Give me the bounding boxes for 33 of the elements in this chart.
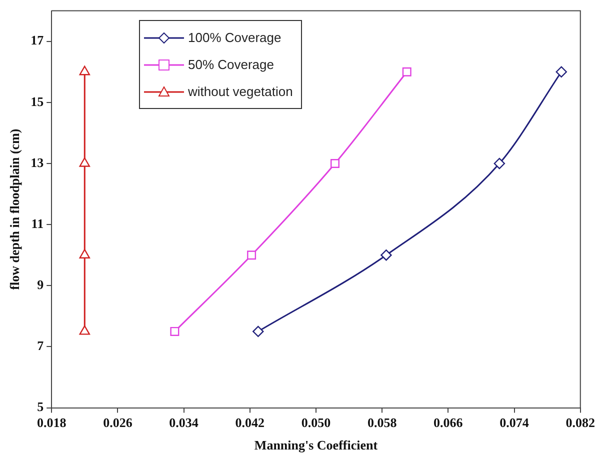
point: [380, 250, 392, 261]
point: [330, 159, 340, 168]
y-tick-label: 9: [37, 277, 44, 292]
x-tick-label: 0.074: [500, 414, 530, 430]
point: [79, 66, 90, 76]
point: [170, 326, 180, 336]
x-axis-title: Manning's Coefficient: [254, 438, 378, 453]
point: [79, 325, 90, 335]
x-tick-label: 0.058: [367, 414, 398, 430]
point: [556, 66, 567, 78]
legend-label: 50% Coverage: [188, 57, 274, 72]
point: [247, 250, 256, 260]
x-tick-label: 0.018: [36, 414, 67, 430]
x-tick-label: 0.066: [434, 414, 464, 430]
x-tick-label: 0.034: [169, 414, 199, 430]
point: [494, 158, 506, 170]
y-axis-title: flow depth in floodplain (cm): [7, 128, 22, 290]
point: [79, 157, 90, 167]
point: [252, 326, 264, 338]
legend-label: without vegetation: [188, 84, 293, 99]
x-tick-label: 0.026: [103, 414, 133, 430]
legend-label: 100% Coverage: [188, 30, 282, 45]
x-tick-label: 0.082: [566, 414, 595, 430]
y-tick-label: 17: [30, 32, 44, 48]
y-tick-label: 5: [37, 399, 44, 414]
x-tick-label: 0.050: [301, 414, 331, 430]
y-tick-label: 11: [31, 216, 44, 231]
y-tick-label: 13: [30, 154, 44, 170]
x-tick-label: 0.042: [235, 414, 265, 430]
point: [79, 249, 90, 258]
y-tick-label: 7: [37, 338, 44, 354]
y-tick-label: 15: [30, 94, 44, 109]
point: [402, 67, 412, 76]
